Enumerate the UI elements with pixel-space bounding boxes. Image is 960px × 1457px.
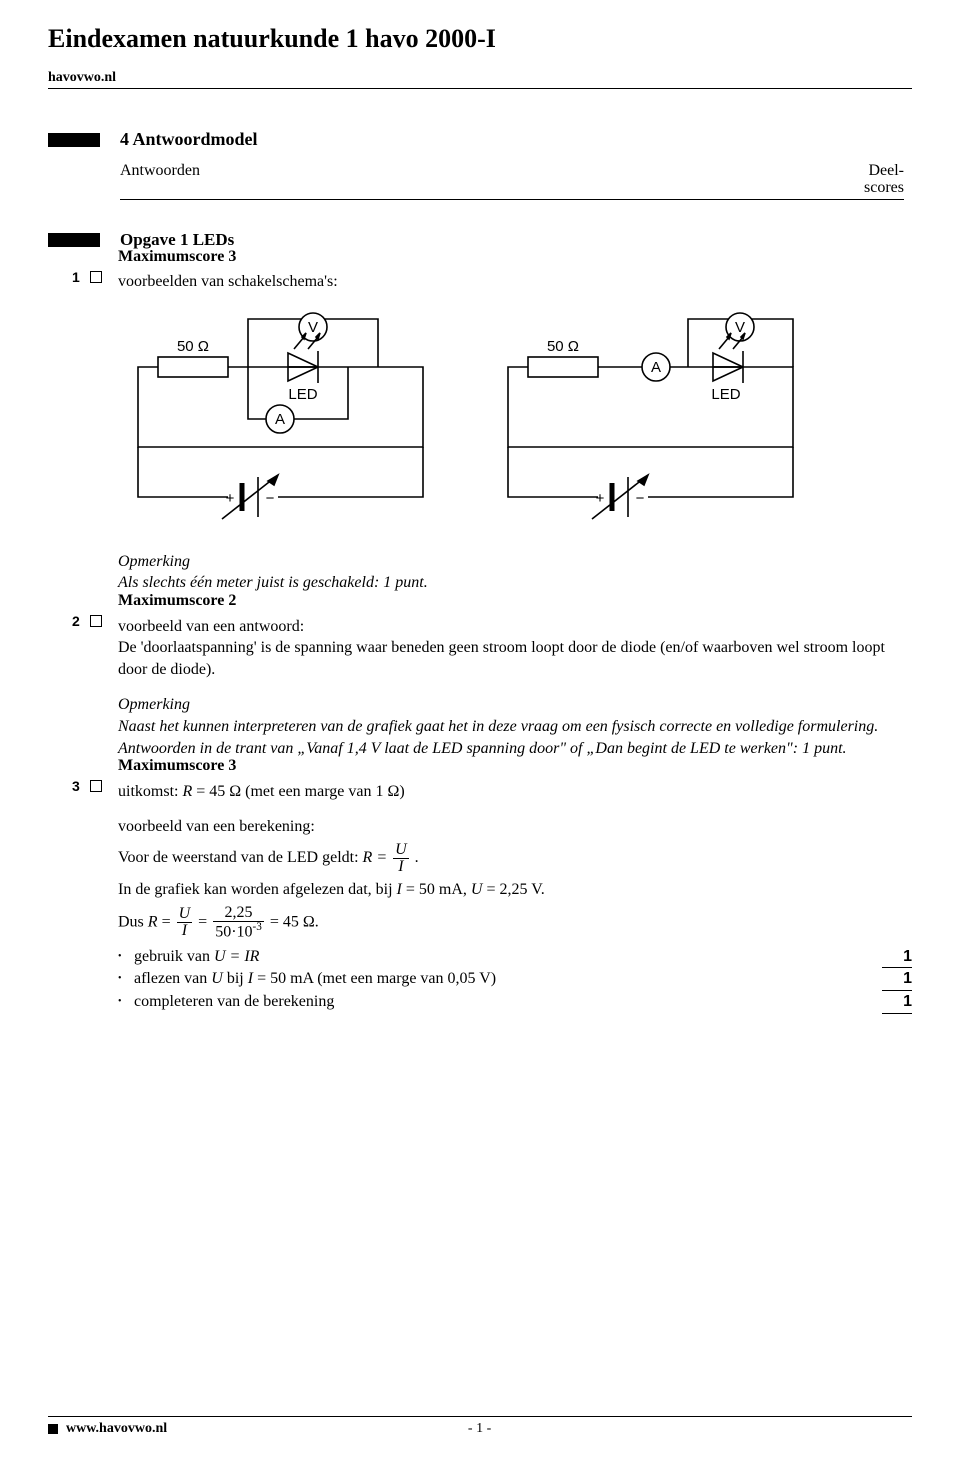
q1-max: Maximumscore 3 xyxy=(118,246,912,268)
q3-frac1: U I xyxy=(393,842,409,875)
question-3: 3 Maximumscore 3 uitkomst: R = 45 Ω (met… xyxy=(48,777,912,1013)
minus-label: − xyxy=(266,490,275,507)
q3-frac1b: U I xyxy=(177,906,193,939)
q3-frac2-num: 2,25 xyxy=(213,905,264,922)
q3-l5-post: = 45 Ω. xyxy=(270,913,319,930)
question-2: 2 Maximumscore 2 voorbeeld van een antwo… xyxy=(48,612,912,759)
deelscores-label: Deel- scores xyxy=(864,163,904,197)
q3-l5: Dus R = U I = 2,25 50·10-3 = 45 Ω. xyxy=(118,905,912,940)
bullet-icon: • xyxy=(118,950,134,964)
circuit-b: V A 50 Ω LED + − xyxy=(488,307,818,537)
q1-opm-title: Opmerking xyxy=(118,551,912,573)
q3-bullet-1: • aflezen van U bij I = 50 mA (met een m… xyxy=(118,968,912,991)
q2-max: Maximumscore 2 xyxy=(118,590,912,612)
volt-label: V xyxy=(308,319,318,336)
q1-checkbox-icon xyxy=(90,271,102,283)
q1-opmerking: Opmerking Als slechts één meter juist is… xyxy=(118,551,912,594)
q3-l3-pre: Voor de weerstand van de LED geldt: xyxy=(118,849,363,866)
q3-frac1b-den: I xyxy=(177,923,193,939)
q3-bullet-0: • gebruik van U = IR 1 xyxy=(118,946,912,969)
bullet-icon: • xyxy=(118,972,134,986)
q2-l1: voorbeeld van een antwoord: xyxy=(118,616,912,638)
minus-label-b: − xyxy=(636,490,645,507)
footer-site: www.havovwo.nl xyxy=(66,1421,167,1437)
q3-l5-pre: Dus R = xyxy=(118,913,175,930)
led-label-b: LED xyxy=(711,386,740,403)
q2-checkbox-icon xyxy=(90,615,102,627)
q3-l1: uitkomst: R = 45 Ω (met een marge van 1 … xyxy=(118,781,912,803)
q3-b0-text: gebruik van U = IR xyxy=(134,946,862,968)
q3-l3-post: . xyxy=(415,849,419,866)
q1-body: Maximumscore 3 voorbeelden van schakelsc… xyxy=(118,268,912,594)
exam-title: Eindexamen natuurkunde 1 havo 2000-I xyxy=(48,24,912,54)
bullet-icon: • xyxy=(118,995,134,1009)
q3-max: Maximumscore 3 xyxy=(118,755,912,777)
q3-bullet-2: • completeren van de berekening 1 xyxy=(118,991,912,1014)
q3-frac1-num: U xyxy=(393,842,409,859)
antwoorden-label: Antwoorden xyxy=(120,162,200,180)
q3-b2-score: 1 xyxy=(882,991,912,1014)
resistor-label-b: 50 Ω xyxy=(547,338,579,355)
amp-label-b: A xyxy=(651,359,661,376)
q2-body: Maximumscore 2 voorbeeld van een antwoor… xyxy=(118,612,912,759)
q1-number: 1 xyxy=(72,268,90,286)
q3-body: Maximumscore 3 uitkomst: R = 45 Ω (met e… xyxy=(118,777,912,1013)
q2-opm-title: Opmerking xyxy=(118,694,912,716)
q3-frac2: 2,25 50·10-3 xyxy=(213,905,264,940)
deelscores-2: scores xyxy=(864,179,904,196)
page-footer: www.havovwo.nl - 1 - xyxy=(48,1416,912,1437)
page: Eindexamen natuurkunde 1 havo 2000-I hav… xyxy=(0,0,960,1457)
q3-b2-text: completeren van de berekening xyxy=(134,991,862,1013)
antwoorden-header: Antwoorden Deel- scores xyxy=(120,162,904,200)
volt-label-b: V xyxy=(735,319,745,336)
resistor-label: 50 Ω xyxy=(177,338,209,355)
q2-opm-text: Naast het kunnen interpreteren van de gr… xyxy=(118,716,912,759)
content: Antwoorden Deel- scores xyxy=(120,162,904,200)
q3-b0-score: 1 xyxy=(882,946,912,969)
footer-page: - 1 - xyxy=(468,1421,491,1437)
q3-l2: voorbeeld van een berekening: xyxy=(118,816,912,838)
section-row: 4 Antwoordmodel xyxy=(48,129,912,150)
circuit-a: V A 50 Ω LED + − xyxy=(118,307,448,537)
q3-frac1-den: I xyxy=(393,859,409,875)
q3-frac1b-num: U xyxy=(177,906,193,923)
led-label: LED xyxy=(288,386,317,403)
q3-checkbox-icon xyxy=(90,780,102,792)
question-1: 1 Maximumscore 3 voorbeelden van schakel… xyxy=(48,268,912,594)
q3-frac2-den: 50·10-3 xyxy=(213,922,264,940)
q3-bullets: • gebruik van U = IR 1 • aflezen van U b… xyxy=(118,946,912,1014)
q2-number: 2 xyxy=(72,612,90,630)
q2-opmerking: Opmerking Naast het kunnen interpreteren… xyxy=(118,694,912,759)
q3-l3: Voor de weerstand van de LED geldt: R = … xyxy=(118,842,912,875)
q1-line: voorbeelden van schakelschema's: xyxy=(118,271,912,293)
q3-number: 3 xyxy=(72,777,90,795)
plus-label-b: + xyxy=(596,490,605,507)
plus-label: + xyxy=(226,490,235,507)
redact-bar-2 xyxy=(48,233,100,247)
q3-l4: In de grafiek kan worden afgelezen dat, … xyxy=(118,879,912,901)
redact-bar xyxy=(48,133,100,147)
amp-label: A xyxy=(275,411,285,428)
site-header: havovwo.nl xyxy=(48,70,912,89)
q3-R-eq: R = xyxy=(363,849,392,866)
section-title: 4 Antwoordmodel xyxy=(120,129,258,150)
footer-left: www.havovwo.nl xyxy=(48,1421,167,1437)
q2-l2: De 'doorlaatspanning' is de spanning waa… xyxy=(118,637,912,680)
q3-b1-score: 1 xyxy=(882,968,912,991)
q3-l5-mid: = xyxy=(198,913,211,930)
q3-b1-text: aflezen van U bij I = 50 mA (met een mar… xyxy=(134,968,862,990)
footer-bullet-icon xyxy=(48,1424,58,1434)
deelscores-1: Deel- xyxy=(868,162,904,179)
circuit-diagrams: V A 50 Ω LED + − xyxy=(118,307,912,537)
